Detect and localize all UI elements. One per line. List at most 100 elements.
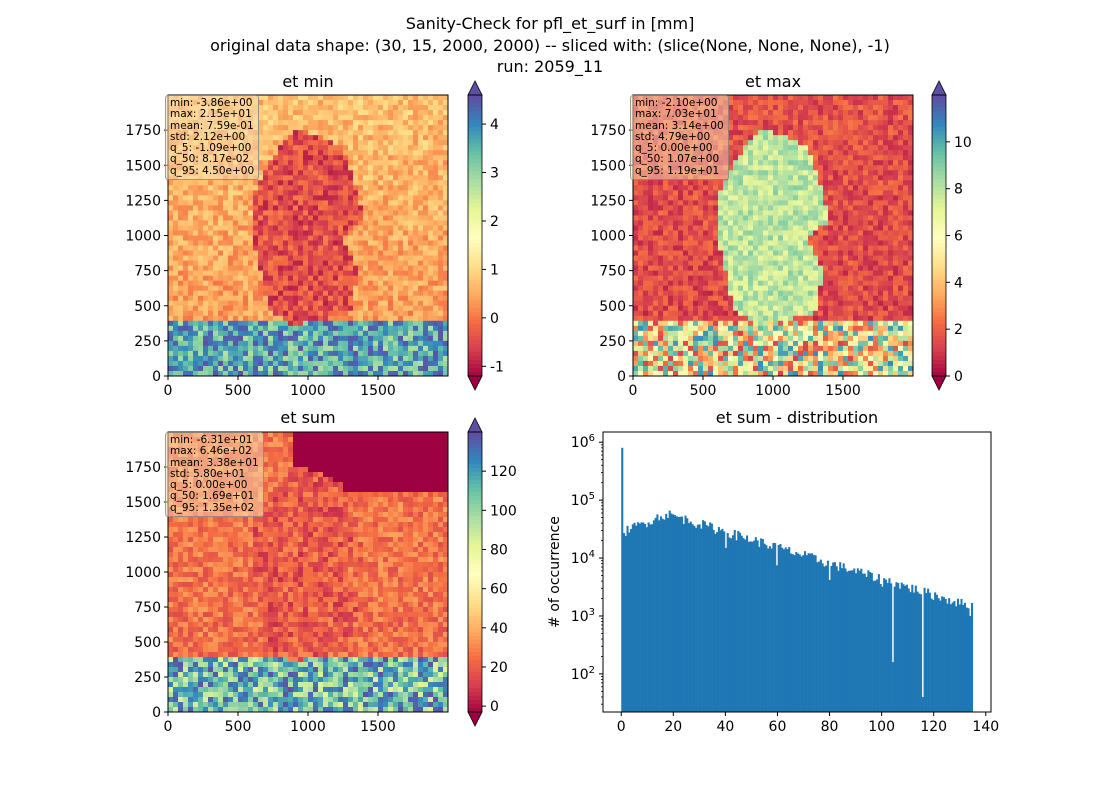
heatmap-cell	[888, 210, 894, 217]
heatmap-cell	[783, 225, 789, 232]
heatmap-cell	[858, 245, 864, 252]
heatmap-cell	[368, 110, 374, 116]
heatmap-cell	[843, 150, 849, 156]
heatmap-cell	[773, 120, 779, 126]
heatmap-cell	[283, 335, 289, 342]
heatmap-cell	[363, 200, 369, 206]
heatmap-cell	[223, 215, 229, 222]
heatmap-cell	[288, 355, 294, 362]
heatmap-cell	[858, 230, 864, 237]
heatmap-cell	[208, 240, 214, 247]
heatmap-cell	[838, 205, 844, 212]
heatmap-cell	[753, 100, 759, 106]
heatmap-cell	[233, 250, 239, 257]
heatmap-cell	[843, 155, 849, 161]
heatmap-cell	[408, 150, 414, 156]
heatmap-cell	[813, 205, 819, 212]
heatmap-cell	[303, 290, 309, 297]
heatmap-cell	[348, 110, 354, 116]
heatmap-cell	[333, 190, 339, 196]
heatmap-cell	[408, 290, 414, 297]
heatmap-cell	[358, 120, 364, 126]
heatmap-cell	[283, 235, 289, 242]
heatmap-cell	[738, 255, 744, 262]
heatmap-cell	[798, 175, 804, 181]
heatmap-cell	[223, 360, 229, 367]
heatmap-cell	[883, 110, 889, 116]
heatmap-cell	[848, 160, 854, 166]
heatmap-cell	[338, 330, 344, 337]
heatmap-cell	[433, 175, 439, 181]
heatmap-cell	[438, 235, 444, 242]
heatmap-cell	[438, 125, 444, 131]
heatmap-cell	[743, 240, 749, 247]
heatmap-cell	[188, 330, 194, 337]
heatmap-cell	[208, 185, 214, 191]
heatmap-cell	[768, 100, 774, 106]
heatmap-cell	[778, 230, 784, 237]
heatmap-cell	[373, 275, 379, 282]
heatmap-cell	[748, 240, 754, 247]
heatmap-cell	[263, 180, 269, 186]
heatmap-cell	[848, 150, 854, 156]
heatmap-cell	[853, 95, 859, 101]
heatmap-cell	[758, 115, 764, 121]
heatmap-cell	[433, 300, 439, 307]
heatmap-cell	[413, 325, 419, 332]
heatmap-cell	[888, 235, 894, 242]
heatmap-cell	[378, 300, 384, 307]
heatmap-cell	[848, 250, 854, 257]
heatmap-cell	[368, 235, 374, 242]
heatmap-cell	[758, 165, 764, 171]
heatmap-cell	[313, 160, 319, 166]
heatmap-cell	[363, 95, 369, 101]
heatmap-cell	[773, 150, 779, 156]
heatmap-cell	[428, 120, 434, 126]
heatmap-cell	[313, 155, 319, 161]
heatmap-cell	[893, 105, 899, 111]
heatmap-cell	[738, 215, 744, 222]
heatmap-cell	[738, 150, 744, 156]
heatmap-cell	[258, 285, 264, 292]
heatmap-cell	[783, 160, 789, 166]
heatmap-cell	[358, 285, 364, 292]
heatmap-cell	[288, 360, 294, 367]
heatmap-cell	[328, 225, 334, 232]
heatmap-cell	[268, 235, 274, 242]
heatmap-cell	[193, 320, 199, 327]
heatmap-cell	[423, 355, 429, 362]
heatmap-cell	[333, 170, 339, 176]
heatmap-cell	[393, 350, 399, 357]
heatmap-cell	[258, 255, 264, 262]
heatmap-cell	[363, 220, 369, 227]
heatmap-cell	[233, 200, 239, 206]
heatmap-cell	[338, 215, 344, 222]
heatmap-cell	[878, 100, 884, 106]
heatmap-cell	[348, 260, 354, 267]
heatmap-cell	[763, 115, 769, 121]
heatmap-cell	[223, 220, 229, 227]
heatmap-cell	[418, 360, 424, 367]
heatmap-cell	[748, 255, 754, 262]
heatmap-cell	[213, 335, 219, 342]
heatmap-cell	[778, 185, 784, 191]
heatmap-cell	[728, 250, 734, 257]
heatmap-cell	[218, 180, 224, 186]
heatmap-cell	[278, 175, 284, 181]
heatmap-cell	[848, 175, 854, 181]
heatmap-cell	[173, 195, 179, 201]
heatmap-cell	[703, 255, 709, 262]
heatmap-cell	[353, 335, 359, 342]
heatmap-cell	[888, 145, 894, 151]
heatmap-cell	[893, 100, 899, 106]
heatmap-cell	[378, 340, 384, 347]
heatmap-cell	[868, 125, 874, 131]
heatmap-cell	[413, 265, 419, 272]
heatmap-cell	[403, 150, 409, 156]
heatmap-cell	[338, 325, 344, 332]
heatmap-cell	[353, 295, 359, 302]
heatmap-cell	[338, 235, 344, 242]
heatmap-cell	[363, 145, 369, 151]
heatmap-cell	[868, 220, 874, 227]
heatmap-cell	[798, 115, 804, 121]
